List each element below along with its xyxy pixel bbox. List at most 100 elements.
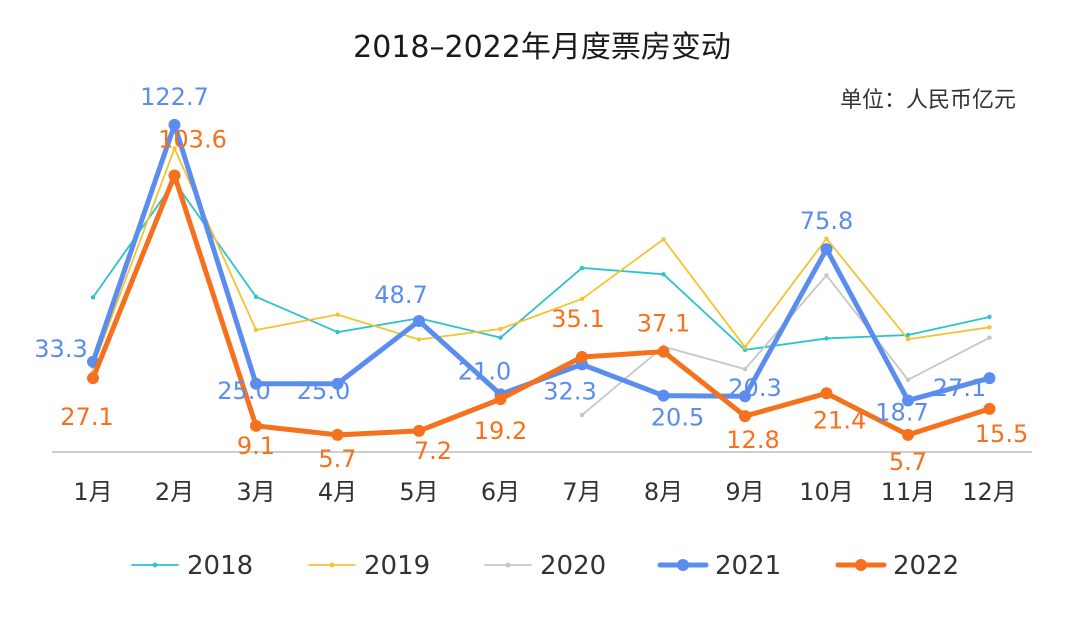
- legend-label: 2019: [364, 551, 430, 581]
- legend-label: 2021: [715, 551, 781, 581]
- data-label: 7.2: [414, 437, 452, 465]
- data-point: [576, 350, 588, 363]
- x-tick-label: 1月: [73, 478, 112, 506]
- data-label: 35.1: [551, 305, 604, 333]
- x-tick-label: 5月: [399, 478, 438, 506]
- data-label: 48.7: [374, 281, 427, 309]
- legend-swatch-dot: [855, 559, 867, 571]
- series-2021: [87, 118, 996, 407]
- data-point: [824, 336, 829, 341]
- legend-swatch-dot: [505, 562, 511, 568]
- data-point: [498, 335, 503, 340]
- data-point: [250, 377, 262, 390]
- data-label: 18.7: [875, 398, 928, 426]
- data-point: [331, 428, 344, 441]
- x-tick-label: 4月: [318, 478, 357, 506]
- legend-swatch-dot: [329, 562, 335, 568]
- data-point: [983, 372, 996, 385]
- series-line-2018: [92, 180, 991, 351]
- data-point: [905, 377, 911, 382]
- series-layer: [87, 118, 996, 441]
- data-point: [250, 419, 262, 432]
- data-point: [742, 344, 748, 350]
- data-point: [335, 312, 340, 317]
- data-point: [824, 236, 829, 241]
- x-tick-label: 10月: [799, 478, 854, 506]
- x-tick-label: 12月: [962, 478, 1017, 506]
- data-point: [987, 335, 992, 340]
- data-point: [902, 394, 914, 407]
- legend-swatch-dot: [152, 562, 158, 568]
- data-point: [579, 296, 585, 302]
- legend-item-2022: 2022: [835, 551, 959, 581]
- data-point: [661, 272, 666, 277]
- data-point: [579, 265, 585, 271]
- x-tick-label: 8月: [644, 478, 683, 506]
- legend-item-2018: 2018: [131, 551, 253, 581]
- data-label: 19.2: [474, 417, 527, 445]
- series-line-2019: [92, 147, 991, 368]
- x-tick-label: 2月: [155, 478, 194, 506]
- legend-item-2019: 2019: [308, 551, 430, 581]
- data-point: [824, 273, 829, 278]
- data-label: 27.1: [933, 374, 986, 402]
- data-point: [331, 377, 344, 390]
- x-tick-labels: 1月 2月 3月 4月 5月 6月 7月 8月 9月 10月 11月 12月: [73, 478, 1016, 506]
- data-point: [739, 410, 751, 423]
- data-point: [661, 237, 666, 242]
- legend-item-2021: 2021: [657, 551, 781, 581]
- series-line-2022: [90, 172, 992, 438]
- data-point: [987, 314, 992, 320]
- data-point: [742, 366, 748, 372]
- legend-item-2020: 2020: [484, 551, 606, 581]
- data-point: [87, 372, 99, 385]
- data-point: [983, 402, 996, 415]
- data-label: 33.3: [34, 335, 87, 363]
- legend-label: 2022: [893, 551, 959, 581]
- x-tick-label: 6月: [481, 478, 520, 506]
- data-point: [253, 294, 259, 300]
- data-point: [494, 393, 507, 406]
- data-point: [416, 337, 422, 342]
- data-label: 32.3: [543, 377, 596, 405]
- data-point: [987, 325, 992, 330]
- data-point: [413, 314, 425, 327]
- data-label: 103.6: [158, 125, 227, 153]
- x-tick-label: 7月: [562, 478, 601, 506]
- data-label: 25.0: [217, 377, 270, 405]
- legend-swatch-dot: [677, 559, 689, 571]
- data-point: [253, 327, 259, 333]
- data-point: [168, 118, 181, 131]
- data-label: 25.0: [297, 377, 350, 405]
- data-point: [335, 329, 340, 335]
- legend: 2018 2019 2020 2021 2022: [131, 551, 959, 581]
- data-label: 27.1: [60, 403, 113, 431]
- data-label: 12.8: [726, 426, 779, 454]
- series-line-2021: [90, 122, 992, 403]
- x-tick-label: 3月: [236, 478, 275, 506]
- data-point: [172, 146, 177, 151]
- data-point: [657, 389, 670, 402]
- data-label: 21.0: [458, 357, 511, 385]
- data-label: 5.7: [318, 445, 356, 473]
- unit-label: 单位：人民币亿元: [840, 88, 1016, 113]
- data-label: 21.4: [813, 406, 866, 434]
- chart-title: 2018–2022年月度票房变动: [353, 30, 731, 65]
- series-2022: [87, 169, 996, 441]
- x-tick-label: 9月: [725, 478, 764, 506]
- legend-label: 2020: [540, 551, 606, 581]
- data-label: 20.5: [651, 404, 704, 432]
- x-tick-label: 11月: [881, 478, 936, 506]
- data-label: 15.5: [975, 420, 1028, 448]
- data-point: [905, 337, 911, 342]
- data-label: 75.8: [800, 207, 853, 235]
- data-point: [579, 412, 585, 418]
- data-label: 9.1: [237, 432, 275, 460]
- data-point: [90, 295, 96, 300]
- data-point: [498, 326, 503, 332]
- data-label: 37.1: [637, 310, 690, 338]
- data-point: [820, 387, 833, 400]
- data-point: [657, 345, 670, 358]
- data-point: [168, 169, 181, 182]
